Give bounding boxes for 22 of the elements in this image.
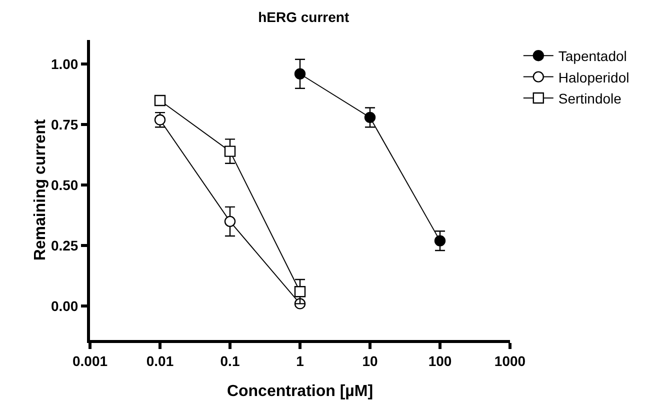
point <box>154 94 166 106</box>
x-tick-label: 0.01 <box>146 352 174 369</box>
point <box>224 216 236 228</box>
x-tick-label: 1 <box>296 352 304 369</box>
x-tick-label: 10 <box>362 352 378 369</box>
x-axis-title: Concentration [µM] <box>226 383 374 400</box>
y-axis-title: Remaining current <box>32 118 49 261</box>
legend-label: Sertindole <box>558 90 622 106</box>
x-tick-label: 0.001 <box>72 352 108 369</box>
y-tick-label: 1.00 <box>50 56 78 72</box>
x-tick-label: 100 <box>428 352 452 369</box>
chart-title: hERG current <box>258 8 350 25</box>
point <box>294 286 306 298</box>
legend-label: Haloperidol <box>558 69 630 86</box>
y-tick-label: 0.25 <box>50 238 78 254</box>
legend-label: Tapentadol <box>558 48 627 64</box>
y-tick-label: 0.50 <box>50 177 78 194</box>
x-tick-label: 0.1 <box>220 352 240 369</box>
y-tick-label: 0.00 <box>50 298 78 314</box>
y-tick-label: 0.75 <box>50 116 78 133</box>
point <box>224 146 236 157</box>
x-tick-label: 1000 <box>494 352 526 369</box>
